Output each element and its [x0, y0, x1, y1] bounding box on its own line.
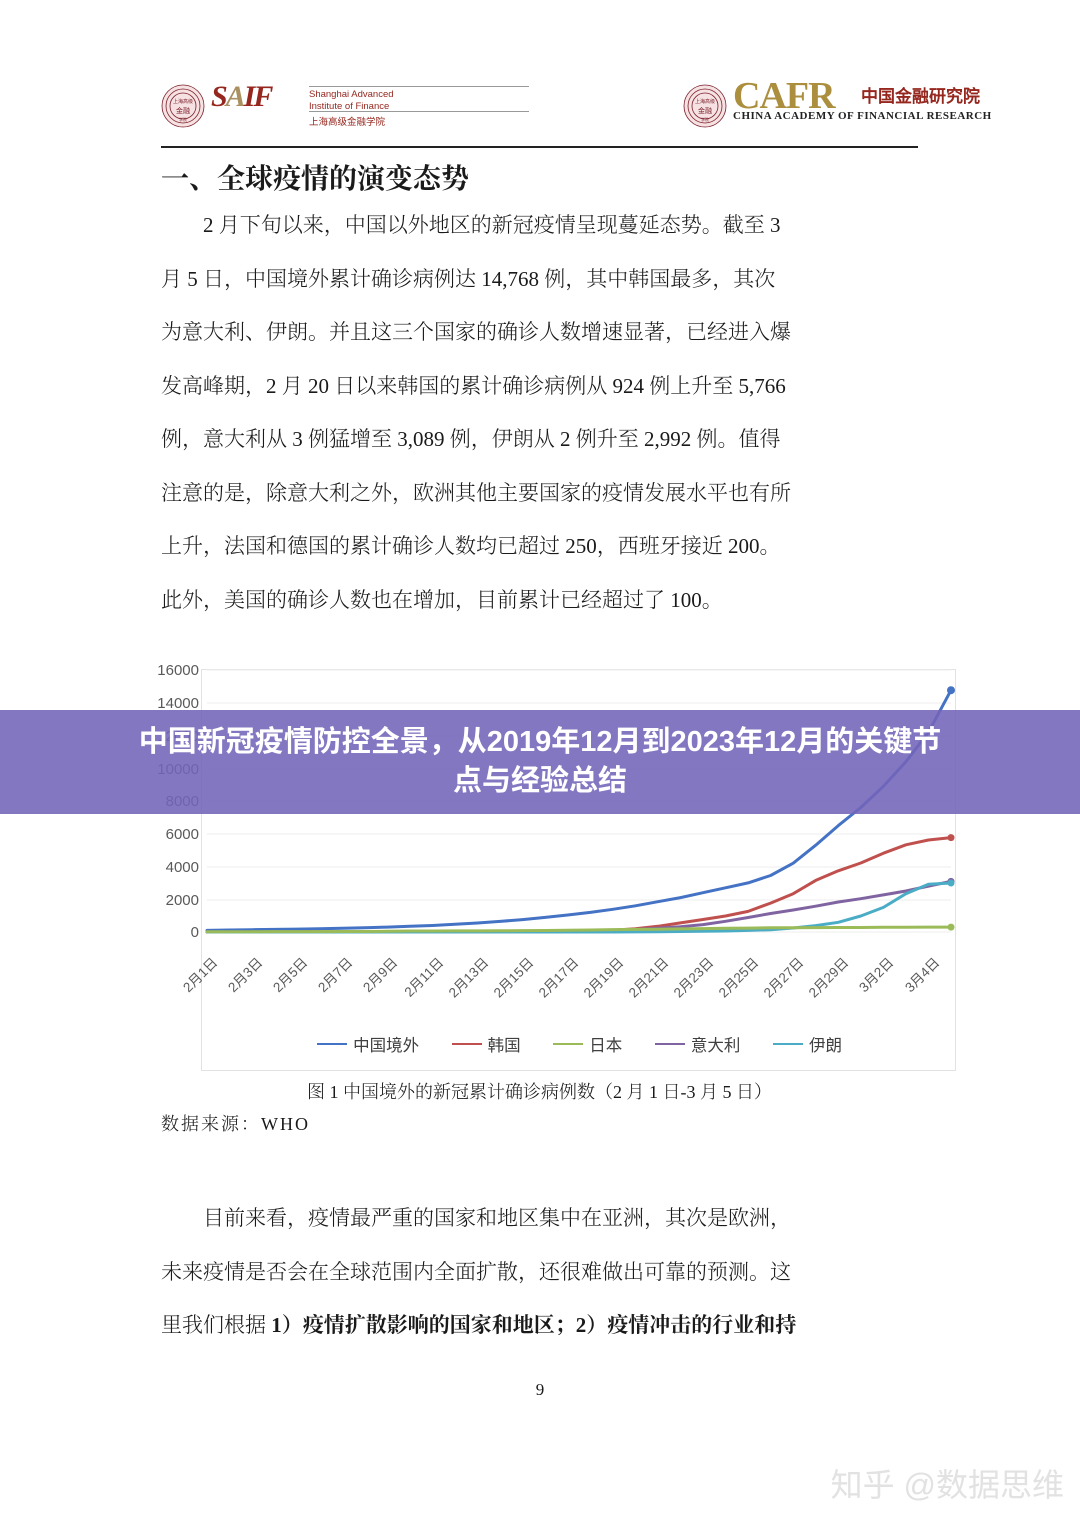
svg-text:学院: 学院 — [701, 116, 709, 122]
svg-text:4000: 4000 — [166, 859, 199, 876]
svg-text:金融: 金融 — [698, 106, 712, 115]
svg-text:2000: 2000 — [166, 892, 199, 909]
svg-text:0: 0 — [191, 924, 199, 941]
svg-text:上海高级: 上海高级 — [695, 98, 715, 105]
svg-text:16000: 16000 — [157, 662, 199, 679]
svg-text:学院: 学院 — [179, 116, 187, 122]
svg-text:上海高级: 上海高级 — [173, 98, 193, 105]
svg-text:金融: 金融 — [176, 106, 190, 115]
svg-text:6000: 6000 — [166, 826, 199, 843]
